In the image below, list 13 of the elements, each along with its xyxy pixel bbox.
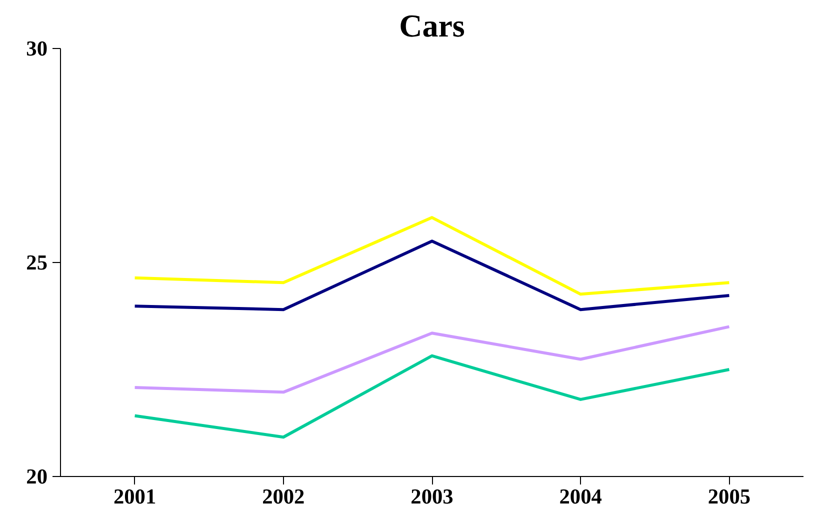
y-tick-label: 20 — [26, 464, 48, 488]
line-series — [133, 354, 731, 439]
x-tick-label: 2002 — [262, 484, 305, 506]
line-series — [133, 325, 731, 394]
y-tick-label: 25 — [26, 250, 48, 274]
chart-title: Cars — [399, 8, 465, 44]
x-tick-label: 2003 — [410, 484, 454, 506]
x-tick-label: 2005 — [708, 484, 751, 506]
y-tick-label: 30 — [26, 36, 48, 60]
line-series — [133, 240, 731, 312]
x-tick-label: 2001 — [113, 484, 156, 506]
x-tick-label: 2004 — [559, 484, 602, 506]
line-series — [133, 216, 731, 296]
